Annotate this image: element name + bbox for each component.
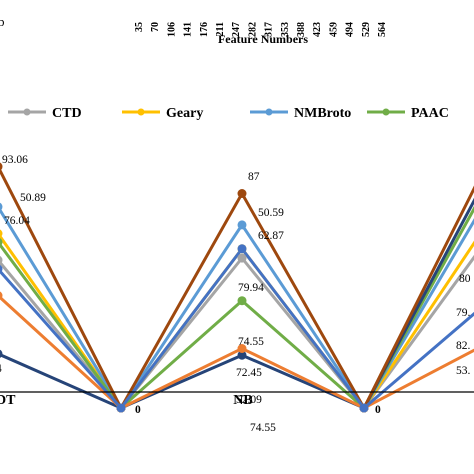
feature-tick-label: 70 (150, 22, 161, 32)
category-label: DT (0, 393, 16, 408)
data-point-marker (237, 220, 247, 230)
legend-swatch-marker (23, 108, 31, 116)
feature-tick-label: 247 (231, 22, 242, 37)
data-point-marker (0, 349, 3, 358)
data-point-marker (0, 202, 3, 211)
feature-tick-label: 459 (328, 22, 339, 37)
data-label-dt: 4 (0, 363, 2, 375)
data-point-marker (237, 296, 247, 306)
side-panel-label: b (0, 14, 5, 29)
data-label-zero: 0 (375, 404, 381, 416)
legend-label: CTD (52, 106, 82, 121)
data-point-marker (0, 238, 3, 247)
feature-tick-label: 317 (264, 22, 275, 37)
data-labels: 93.06 50.89 76.04 4 87 50.59 62.87 79.94 74.55 72… (0, 154, 471, 434)
data-point-marker (0, 264, 3, 274)
data-point-marker (237, 189, 247, 198)
feature-tick-label: 494 (345, 22, 356, 37)
data-point-marker (0, 256, 3, 265)
data-label-dt: 76.04 (4, 215, 30, 227)
feature-tick-label: 176 (199, 22, 210, 37)
data-label-dt: 50.89 (20, 192, 46, 204)
feature-tick-label: 388 (296, 22, 307, 37)
feature-tick-label: 353 (280, 22, 291, 37)
feature-tick-label: 211 (215, 22, 226, 36)
feature-numbers-axis-title: Feature Numbers (218, 32, 308, 46)
data-label-nb: 72.45 (236, 367, 262, 379)
data-label-nb: 87 (248, 171, 260, 183)
legend-swatch-marker (382, 108, 390, 116)
feature-tick-label: 141 (183, 22, 194, 37)
legend-label: Geary (166, 106, 203, 121)
data-point-marker (237, 253, 247, 263)
category-labels: DT NB (0, 393, 253, 408)
data-label-partial: 80 (459, 273, 471, 285)
legend-label: PAAC (411, 106, 449, 121)
data-label-nb: 50.59 (258, 207, 284, 219)
data-point-marker (0, 291, 3, 300)
data-point-marker (359, 403, 369, 413)
data-label-partial: 82. (456, 340, 471, 352)
data-point-marker (237, 344, 247, 353)
data-label-dt: 93.06 (2, 154, 28, 166)
feature-tick-label: 282 (247, 22, 258, 37)
data-point-marker (0, 229, 3, 238)
legend-swatch-marker (265, 108, 273, 116)
feature-number-ticks: 35 70 106 141 176 211 247 282 317 353 388 423 459 494… (134, 22, 388, 37)
data-label-partial: 79. (456, 307, 471, 319)
legend-swatch-marker (137, 108, 145, 116)
data-label-nb: 62.87 (258, 230, 284, 242)
legend: CTD Geary NMBroto PAAC (8, 106, 449, 121)
series-markers (0, 162, 369, 413)
category-label: NB (233, 393, 252, 408)
data-label-partial: 53. (456, 365, 471, 377)
data-point-marker (0, 162, 3, 171)
feature-tick-label: 35 (134, 22, 145, 32)
data-point-marker (237, 244, 247, 254)
feature-tick-label: 564 (377, 22, 388, 37)
feature-tick-label: 423 (312, 22, 323, 37)
data-point-marker (237, 350, 247, 360)
feature-tick-label: 529 (361, 22, 372, 37)
data-label-nb: 74.55 (238, 336, 264, 348)
data-label-zero: 0 (135, 404, 141, 416)
data-point-marker (116, 403, 126, 413)
data-label-nb: 74.55 (250, 422, 276, 434)
legend-label: NMBroto (294, 106, 351, 121)
feature-tick-label: 106 (166, 22, 177, 37)
data-label-nb: 52.09 (236, 394, 262, 406)
data-label-nb: 79.94 (238, 282, 264, 294)
